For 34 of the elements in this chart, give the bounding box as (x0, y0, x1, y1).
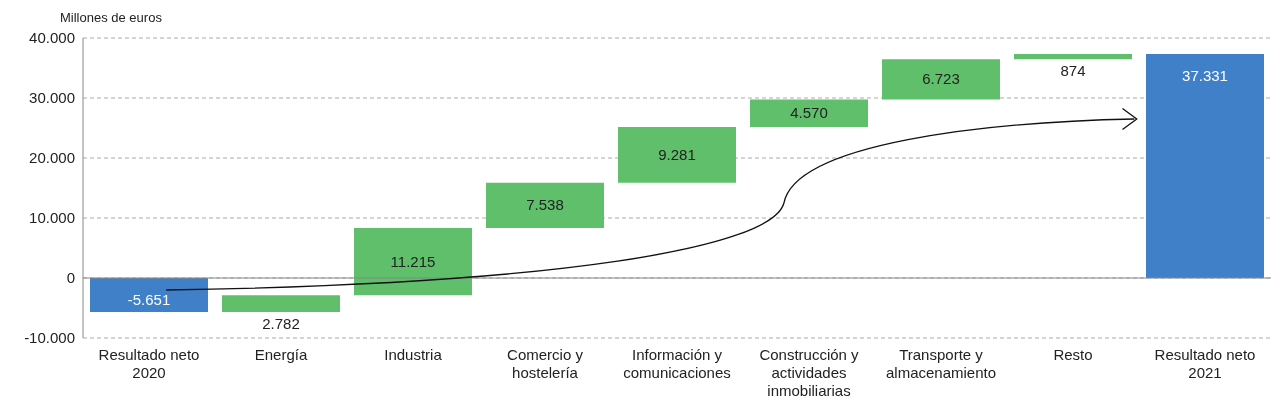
y-tick-label: -10.000 (24, 329, 75, 347)
bar (90, 278, 208, 312)
bar (750, 99, 868, 128)
x-tick-label: Información y comunicaciones (623, 346, 731, 381)
y-tick-label: 30.000 (29, 89, 75, 107)
bar (618, 127, 736, 183)
y-axis-title: Millones de euros (60, 10, 162, 25)
data-label: 9.281 (658, 145, 696, 163)
data-label: 4.570 (790, 104, 828, 122)
data-label: 11.215 (390, 252, 436, 270)
y-tick-label: 40.000 (29, 29, 75, 47)
x-tick-label: Transporte y almacenamiento (885, 346, 997, 381)
x-tick-label: Comercio y hostelería (507, 346, 584, 381)
bar (1014, 54, 1132, 60)
y-tick-label: 20.000 (29, 149, 75, 167)
bar (486, 182, 604, 228)
x-tick-label: Resultado neto 2021 (1154, 346, 1256, 381)
data-label: 6.723 (922, 70, 960, 88)
bar (882, 59, 1000, 100)
data-label: 37.331 (1182, 67, 1228, 85)
x-tick-label: Energía (254, 346, 308, 363)
bar (1146, 54, 1264, 278)
data-label: 2.782 (262, 314, 300, 332)
data-label: 874 (1060, 62, 1086, 80)
bar (222, 295, 340, 312)
x-tick-label: Resto (1053, 346, 1093, 363)
bar (354, 227, 472, 296)
x-tick-label: Industria (384, 346, 443, 363)
x-tick-label: Construcción y actividades inmobiliarias (759, 346, 860, 399)
x-tick-label: Resultado neto 2020 (98, 346, 200, 381)
y-tick-label: 0 (66, 269, 75, 287)
y-tick-label: 10.000 (29, 209, 75, 227)
data-label: -5.651 (127, 291, 171, 308)
data-label: 7.538 (526, 196, 564, 214)
